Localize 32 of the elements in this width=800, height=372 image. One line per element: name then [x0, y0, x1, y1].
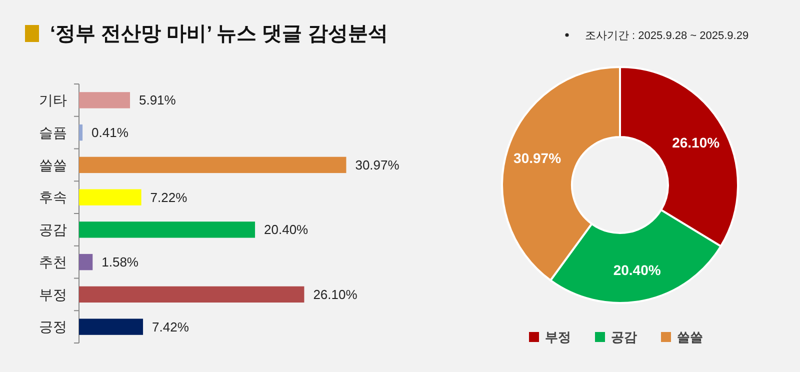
- y-tick-label: 긍정: [39, 318, 67, 335]
- legend-label: 쓸쓸: [677, 330, 703, 345]
- data-label: 30.97%: [355, 157, 400, 172]
- y-tick-label: 공감: [39, 222, 67, 238]
- bar: [79, 286, 304, 303]
- legend-label: 공감: [611, 330, 637, 345]
- y-tick-label: 추천: [39, 254, 67, 270]
- data-label: 20.40%: [613, 262, 662, 278]
- y-tick-label: 슬픔: [39, 124, 67, 140]
- bar: [79, 156, 346, 174]
- bar: [79, 318, 144, 335]
- data-label: 0.41%: [92, 125, 129, 140]
- chart-title: ‘정부 전산망 마비’ 뉴스 댓글 감성분석: [50, 23, 388, 45]
- data-label: 7.42%: [152, 319, 190, 334]
- data-label: 5.91%: [138, 92, 176, 108]
- data-label: 30.97%: [514, 150, 562, 166]
- y-tick-label: 부정: [39, 286, 67, 302]
- data-label: 26.10%: [672, 134, 720, 150]
- y-tick-label: 쓸쓸: [39, 156, 67, 173]
- bar: [79, 222, 256, 238]
- legend-label: 부정: [545, 330, 571, 345]
- y-tick-label: 후속: [39, 189, 67, 206]
- bar: [79, 124, 83, 141]
- bar: [79, 254, 93, 270]
- bar: [79, 92, 130, 108]
- data-label: 20.40%: [264, 222, 309, 238]
- data-label: 7.22%: [150, 190, 188, 205]
- y-tick-label: 기타: [39, 92, 67, 108]
- data-label: 26.10%: [313, 286, 358, 302]
- chart-subtitle: 조사기간 : 2025.9.28 ~ 2025.9.29: [585, 30, 749, 42]
- data-label: 1.58%: [102, 254, 139, 270]
- bar: [79, 189, 142, 206]
